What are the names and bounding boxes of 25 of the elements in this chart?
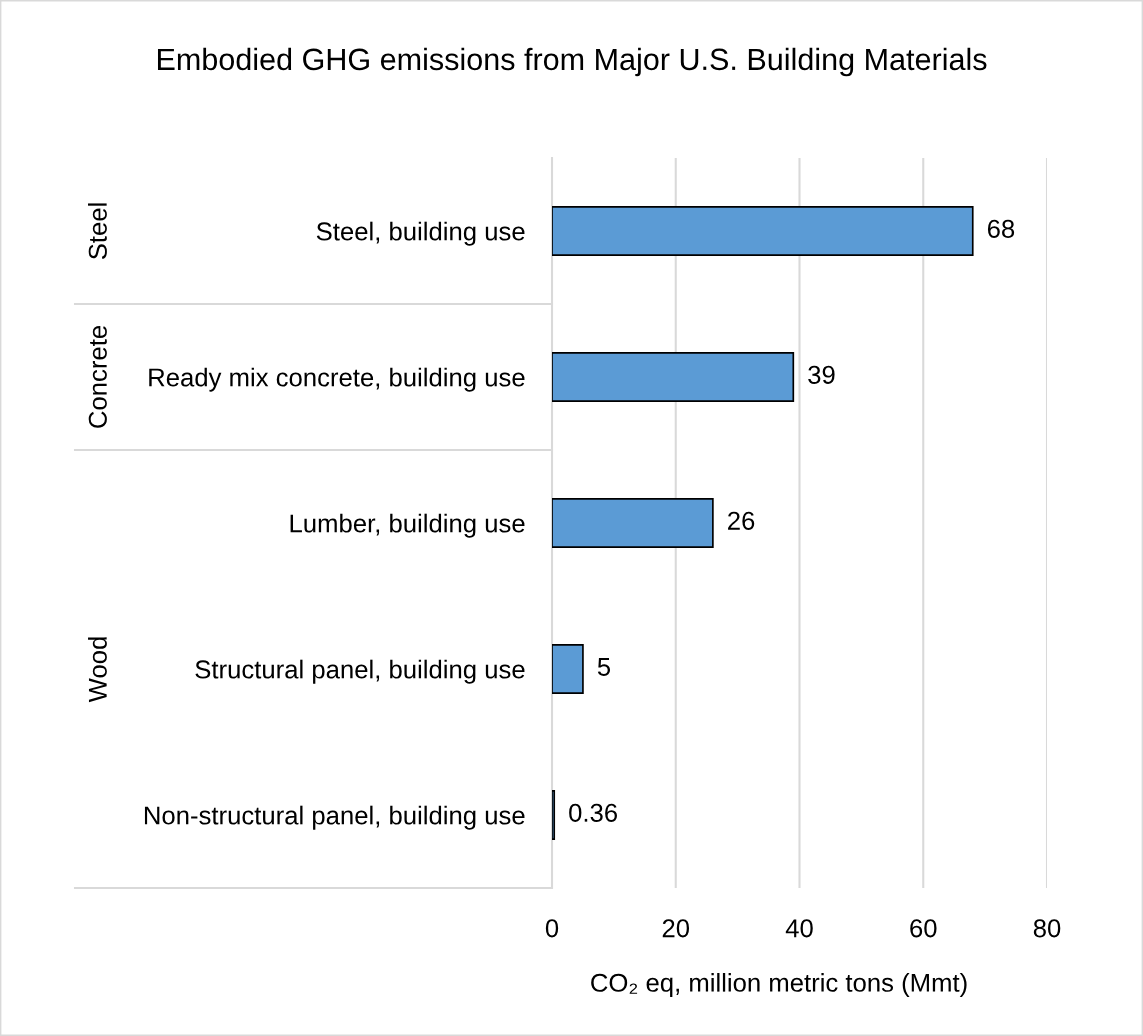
y-tick-label: Lumber, building use bbox=[290, 513, 525, 538]
data-label: 68 bbox=[987, 219, 1015, 238]
x-tick-label: 80 bbox=[1033, 919, 1061, 938]
y-tick-label: Structural panel, building use bbox=[195, 659, 525, 684]
bar bbox=[552, 644, 584, 694]
bar bbox=[552, 352, 795, 402]
bar bbox=[552, 498, 714, 548]
x-tick-label: 20 bbox=[662, 919, 690, 938]
chart-title: Embodied GHG emissions from Major U.S. Building Materials bbox=[157, 47, 987, 77]
data-label: 5 bbox=[597, 657, 611, 676]
data-label: 39 bbox=[808, 365, 835, 384]
x-tick-label: 40 bbox=[785, 919, 813, 938]
text: Wood bbox=[88, 637, 107, 703]
x-axis-title: CO₂ eq, million metric tons (Mmt) bbox=[591, 973, 967, 997]
x-tick-label: 60 bbox=[910, 919, 937, 938]
y-tick-label: Steel, building use bbox=[316, 221, 525, 246]
text: Steel bbox=[88, 203, 107, 260]
y-tick-label: Non-structural panel, building use bbox=[144, 805, 525, 830]
text: Concrete bbox=[88, 326, 107, 428]
bar bbox=[552, 790, 556, 840]
data-label: 0.36 bbox=[569, 803, 617, 822]
data-label: 26 bbox=[728, 511, 755, 530]
bar bbox=[552, 206, 974, 256]
y-tick-label: Ready mix concrete, building use bbox=[149, 367, 525, 392]
x-tick-label: 0 bbox=[545, 919, 559, 938]
